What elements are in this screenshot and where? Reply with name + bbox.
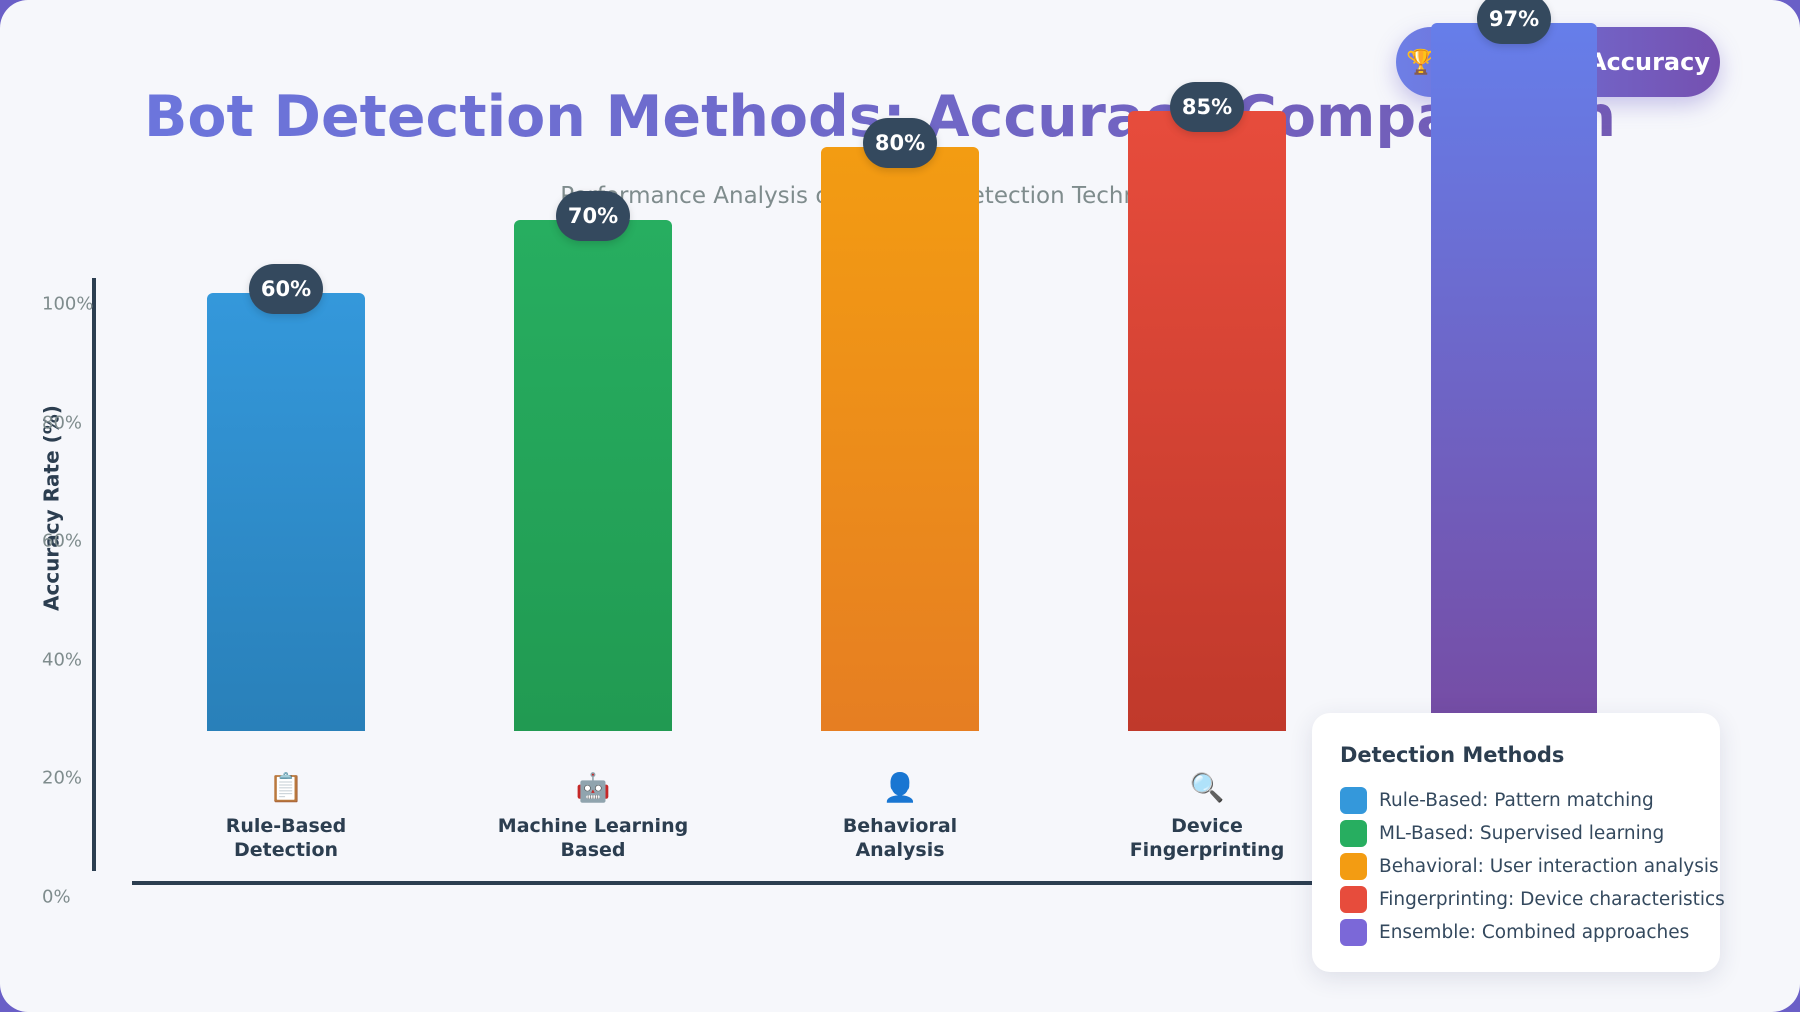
y-tick-label: 0% <box>42 886 71 908</box>
legend-swatch <box>1340 853 1367 880</box>
category-text: Rule-Based Detection <box>225 815 347 861</box>
trophy-icon: 🏆 <box>1406 48 1436 76</box>
legend-item: Fingerprinting: Device characteristics <box>1340 886 1725 913</box>
bar-value-label: 85% <box>1170 81 1244 132</box>
legend: Detection Methods Rule-Based: Pattern ma… <box>1312 713 1725 972</box>
category-text: Machine Learning Based <box>497 815 689 861</box>
category-label: 🔍 Device Fingerprinting <box>1097 770 1317 862</box>
bar-value-label: 80% <box>863 118 937 168</box>
legend-label: Behavioral: User interaction analysis <box>1379 856 1719 877</box>
legend-item: Rule-Based: Pattern matching <box>1340 787 1654 814</box>
category-text: Device Fingerprinting <box>1129 815 1285 861</box>
legend-title: Detection Methods <box>1340 743 1565 767</box>
legend-label: Rule-Based: Pattern matching <box>1379 790 1654 811</box>
legend-label: Ensemble: Combined approaches <box>1379 922 1690 943</box>
y-tick-label: 40% <box>42 649 83 671</box>
bar <box>207 293 365 731</box>
bar <box>1431 22 1597 745</box>
legend-label: ML-Based: Supervised learning <box>1379 823 1665 844</box>
clipboard-icon: 📋 <box>268 771 304 804</box>
legend-swatch <box>1340 787 1367 814</box>
magnifier-icon: 🔍 <box>1189 771 1225 804</box>
bar <box>1128 110 1286 731</box>
y-tick-label: 20% <box>42 767 83 789</box>
bar <box>514 220 672 731</box>
legend-label: Fingerprinting: Device characteristics <box>1379 889 1725 910</box>
bar <box>821 147 979 731</box>
legend-swatch <box>1340 919 1367 946</box>
y-tick-label: 100% <box>42 293 94 315</box>
bar-value-label: 97% <box>1477 0 1551 44</box>
y-tick-label: 80% <box>42 412 83 434</box>
legend-swatch <box>1340 886 1367 913</box>
category-label: 🤖 Machine Learning Based <box>483 770 703 862</box>
y-axis-title: Accuracy Rate (%) <box>39 405 64 611</box>
legend-item: ML-Based: Supervised learning <box>1340 820 1664 847</box>
bar-value-label: 60% <box>249 264 323 314</box>
robot-icon: 🤖 <box>575 771 611 804</box>
legend-item: Ensemble: Combined approaches <box>1340 919 1689 946</box>
category-label: 👤 Behavioral Analysis <box>790 770 1010 862</box>
legend-swatch <box>1340 820 1367 847</box>
category-text: Behavioral Analysis <box>842 815 958 861</box>
bar-value-label: 70% <box>556 191 630 241</box>
legend-item: Behavioral: User interaction analysis <box>1340 853 1719 880</box>
y-tick-label: 60% <box>42 530 83 552</box>
category-label: 📋 Rule-Based Detection <box>176 770 396 862</box>
person-icon: 👤 <box>882 771 918 804</box>
